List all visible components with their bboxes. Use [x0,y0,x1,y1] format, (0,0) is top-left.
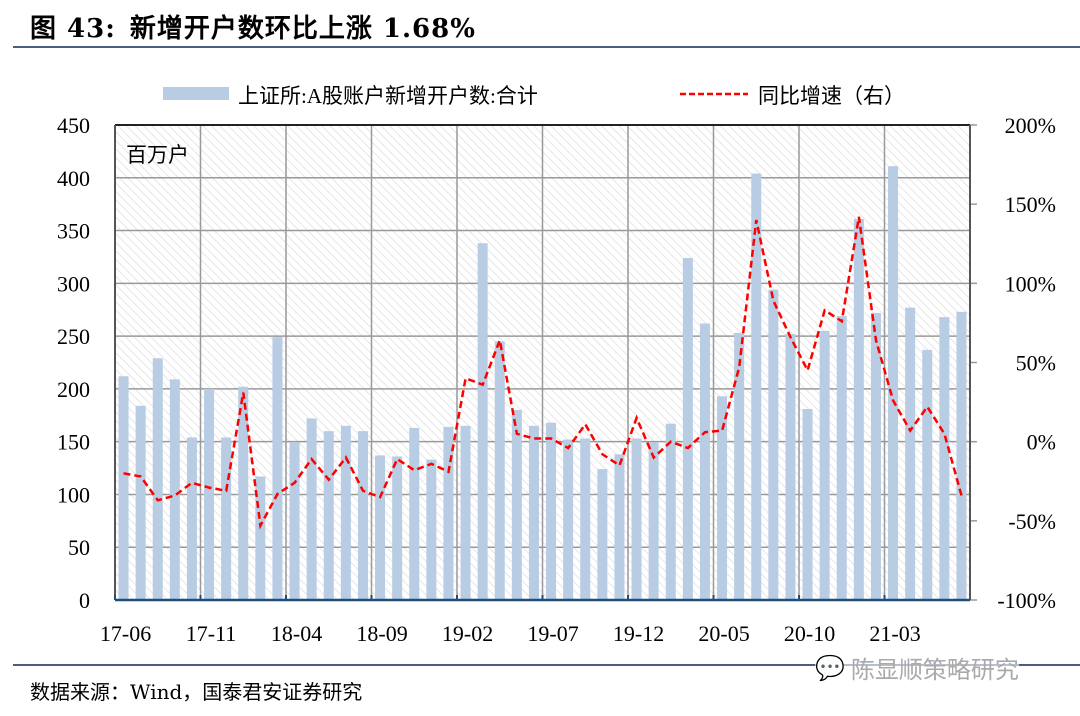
y-left-tick-label: 250 [57,324,90,349]
bar-20-10 [802,408,813,600]
bar-20-08 [768,289,779,600]
unit-label: 百万户 [126,143,189,167]
bar-17-09 [169,379,180,600]
figure-title-text: 新增开户数环比上涨 1.68% [129,14,476,44]
bar-17-06 [118,376,129,600]
bar-20-03 [682,258,693,600]
y-right-tick-label: -50% [1008,509,1056,534]
bar-19-05 [511,410,522,600]
watermark-text: 陈显顺策略研究 [850,656,1019,684]
y-left-tick-label: 450 [57,113,90,138]
y-right-tick-label: 100% [1005,271,1056,296]
bar-18-02 [255,476,266,600]
bar-18-07 [340,425,351,600]
wechat-icon: 💬 [815,653,845,682]
x-tick-label: 18-09 [356,621,407,646]
x-tick-label: 20-05 [698,621,749,646]
bar-20-05 [717,396,728,600]
bar-18-11 [409,427,420,600]
y-right-tick-label: 0% [1027,430,1056,455]
legend-bar-label: 上证所:A股账户新增开户数:合计 [238,84,538,108]
y-right-tick-label: 200% [1005,113,1056,138]
x-tick-label: 19-07 [527,621,578,646]
legend-bar-swatch [163,87,229,100]
bar-19-03 [477,243,488,600]
bar-19-01 [443,426,454,600]
bar-19-04 [494,341,505,600]
y-left-tick-label: 350 [57,219,90,244]
y-left-tick-label: 100 [57,482,90,507]
bar-18-10 [392,456,403,600]
bar-19-10 [597,469,608,600]
legend: 上证所:A股账户新增开户数:合计 同比增速（右） [163,84,905,108]
y-right-tick-label: 150% [1005,192,1056,217]
bar-17-11 [204,388,215,600]
bar-18-08 [357,431,368,600]
watermark: 💬 陈显顺策略研究 [815,650,1019,685]
bar-21-07 [956,311,967,600]
x-tick-label: 20-10 [784,621,835,646]
bar-20-07 [751,173,762,601]
bar-19-12 [631,438,642,600]
chart: 上证所:A股账户新增开户数:合计 同比增速（右） 0 50 100 150 200 250… [57,84,1056,646]
x-tick-label: 21-03 [869,621,920,646]
y-left-tick-label: 50 [68,535,90,560]
bar-20-11 [819,330,830,600]
bar-19-11 [614,454,625,600]
bar-18-03 [272,337,283,600]
x-tick-label: 17-06 [100,621,151,646]
bar-19-06 [528,425,539,600]
y-right-tick-label: 50% [1016,351,1056,376]
bar-20-01 [648,442,659,600]
x-tick-label: 19-02 [442,621,493,646]
x-tick-label: 17-11 [186,621,237,646]
bar-17-10 [186,437,197,600]
bar-21-04 [905,307,916,600]
bar-18-09 [375,455,386,600]
bar-19-08 [563,439,574,600]
bar-17-12 [221,437,232,600]
bar-17-08 [152,358,163,600]
bar-18-01 [238,386,249,600]
y-left-tick-label: 150 [57,430,90,455]
bar-18-12 [426,459,437,600]
bar-19-09 [580,438,591,600]
bar-18-05 [306,418,317,600]
bar-21-01 [853,218,864,600]
bar-21-03 [888,166,899,600]
y-left-tick-label: 200 [57,377,90,402]
figure-number: 图 43: [30,14,116,44]
bar-21-02 [870,312,881,600]
figure-title: 图 43: 新增开户数环比上涨 1.68% [30,8,476,45]
title-rule [13,46,1080,48]
y-left-tick-label: 300 [57,271,90,296]
bar-20-12 [836,316,847,600]
legend-line-label: 同比增速（右） [758,84,905,108]
bar-19-07 [546,422,557,600]
bar-21-05 [922,349,933,600]
bar-20-02 [665,423,676,600]
source-note: 数据来源：Wind，国泰君安证券研究 [30,680,363,704]
x-tick-label: 18-04 [271,621,322,646]
bar-18-04 [289,442,300,600]
y-left-tick-label: 400 [57,166,90,191]
bar-18-06 [323,431,334,600]
bar-20-06 [734,332,745,600]
bar-17-07 [135,405,146,600]
footer-rule [13,664,1080,666]
bar-20-09 [785,334,796,600]
y-right-tick-label: -100% [997,588,1056,613]
bar-21-06 [939,317,950,600]
bar-19-02 [460,425,471,600]
x-tick-label: 19-12 [613,621,664,646]
bar-20-04 [699,323,710,600]
y-left-tick-label: 0 [79,588,90,613]
